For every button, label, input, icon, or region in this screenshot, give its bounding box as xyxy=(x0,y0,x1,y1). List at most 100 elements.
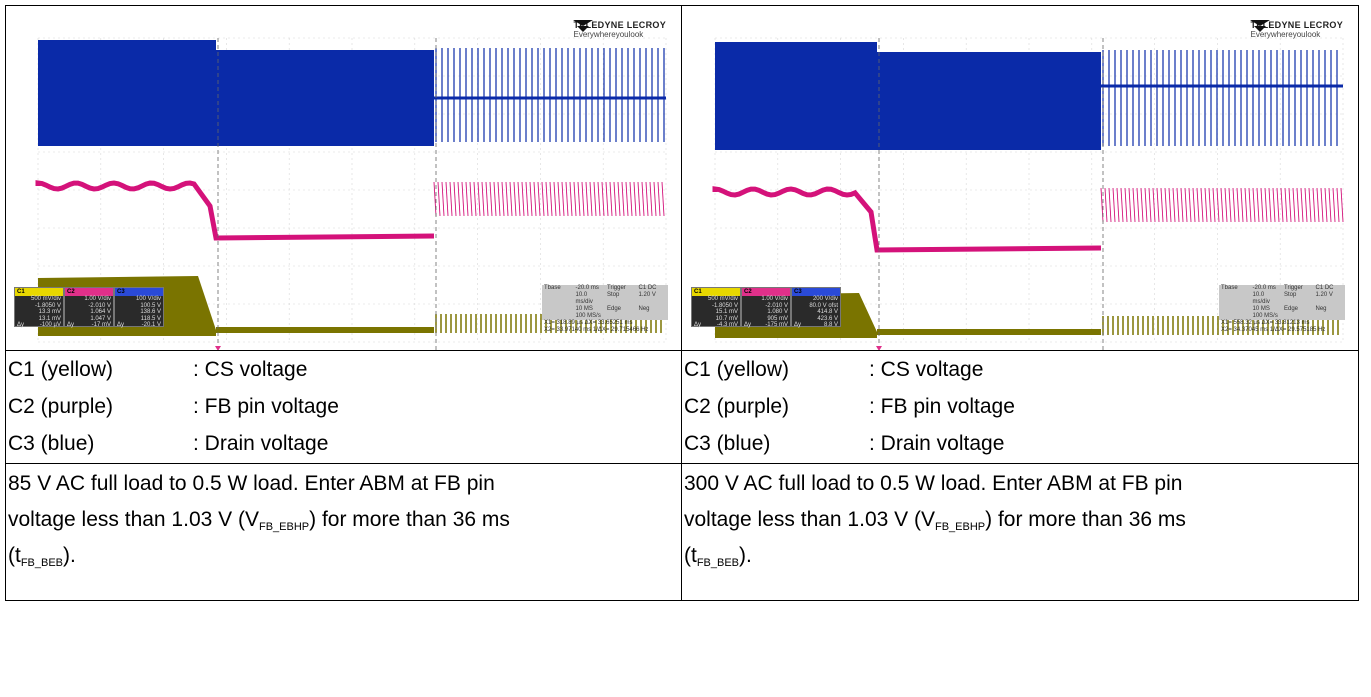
caption-line: voltage less than 1.03 V (VFB_EBHP) for … xyxy=(684,502,1358,538)
c2-burst-ripple xyxy=(1156,187,1160,223)
c2-burst-ripple xyxy=(1192,187,1196,223)
c2-burst-ripple xyxy=(437,181,441,217)
c2-burst-ripple xyxy=(1280,187,1284,223)
channel-row-value: -175 mV xyxy=(765,322,788,329)
c2-burst-ripple xyxy=(593,181,597,217)
c2-burst-ripple xyxy=(493,181,497,217)
channel-row-value: 500 mV/div xyxy=(30,296,61,302)
caption-subscript: FB_EBHP xyxy=(935,521,986,533)
channel-box-c2: C2 1.00 V/div -2.010 V 1.080 V 905 mV Δy -175 … xyxy=(741,287,791,329)
caption-text: (t xyxy=(684,544,697,567)
cursor-x2: X2= 33.97140 ms 1/ΔX= 29.715466 Hz xyxy=(544,327,649,333)
c2-burst-ripple xyxy=(473,181,477,217)
legend-row: C3 (blue): Drain voltage xyxy=(6,425,681,462)
c2-burst-ripple xyxy=(637,181,641,217)
channel-name: C2 xyxy=(65,288,113,296)
c2-burst-ripple xyxy=(605,181,609,217)
c2-burst-ripple xyxy=(541,181,545,217)
c2-burst-ripple xyxy=(1316,187,1320,223)
c2-burst-ripple xyxy=(1220,187,1224,223)
channel-row: 1.047 V xyxy=(65,316,113,323)
c2-burst-ripple xyxy=(1292,187,1296,223)
channel-row-label: Δy xyxy=(17,322,25,329)
channel-box-c1: C1 500 mV/div -1.8050 V 15.1 mV 10.7 mV Δy -4.… xyxy=(691,287,741,329)
tbase-label: Tbase xyxy=(1221,285,1238,291)
tbase-value: -20.0 ms xyxy=(575,285,599,291)
left-caption-cell: 85 V AC full load to 0.5 W load. Enter A… xyxy=(5,463,682,601)
legend-desc: : FB pin voltage xyxy=(193,394,339,418)
left-legend-cell: C1 (yellow): CS voltage C2 (purple): FB … xyxy=(5,350,682,464)
c2-burst-ripple xyxy=(433,181,437,217)
c2-burst-ripple xyxy=(1148,187,1152,223)
channel-row-label: Δy xyxy=(744,322,752,329)
left-oscilloscope-screenshot: TELEDYNE LECROY Everywhereyoulook C1 500 … xyxy=(10,10,676,350)
channel-box-c3: C3 100 V/div 100.5 V 138.6 V 118.5 V Δy -20.1 … xyxy=(114,287,164,328)
c2-burst-ripple xyxy=(1164,187,1168,223)
tbase-value: -20.0 ms xyxy=(1252,285,1276,291)
channel-row-label: Δy xyxy=(794,322,802,329)
channel-row: 15.1 mV xyxy=(692,309,740,316)
c2-burst-ripple xyxy=(1332,187,1336,223)
c2-burst-ripple xyxy=(505,181,509,217)
c2-burst-ripple xyxy=(1288,187,1292,223)
channel-row: Δy -4.3 mV xyxy=(692,322,740,329)
channel-row-value: 200 V/div xyxy=(812,296,838,302)
c2-burst-ripple xyxy=(1136,187,1140,223)
c3-trace-block xyxy=(38,40,216,146)
timebase-div: 10.0 ms/div xyxy=(575,292,593,305)
c3-trace-block xyxy=(216,50,434,146)
c2-burst-ripple xyxy=(1336,187,1340,223)
c2-burst-ripple xyxy=(485,181,489,217)
c2-burst-ripple xyxy=(649,181,653,217)
c2-burst-ripple xyxy=(1312,187,1316,223)
channel-row: -1.8050 V xyxy=(692,303,740,310)
right-scope-cell: TELEDYNE LECROY Everywhereyoulook C1 500 … xyxy=(681,5,1359,351)
caption-text: ). xyxy=(63,544,76,567)
sample-rate: 10 MS 100 MS/s xyxy=(1252,306,1278,319)
c2-burst-ripple xyxy=(1260,187,1264,223)
channel-row: 13.1 mV xyxy=(15,316,63,323)
c2-burst-ripple xyxy=(1284,187,1288,223)
cursor-x2: X2= 34.37045 ms 1/ΔX= 29.575185 Hz xyxy=(1221,327,1326,333)
stop-label: Stop xyxy=(1284,292,1297,298)
channel-row-value: 8.8 V xyxy=(823,322,838,329)
legend-desc: : CS voltage xyxy=(869,357,984,381)
c2-burst-ripple xyxy=(549,181,553,217)
channel-name: C3 xyxy=(792,288,840,296)
legend-row: C3 (blue): Drain voltage xyxy=(682,425,1358,462)
brand-name: TELEDYNE LECROY xyxy=(573,20,666,30)
c2-burst-ripple xyxy=(557,181,561,217)
channel-row: 13.3 mV xyxy=(15,309,63,316)
caption-line: voltage less than 1.03 V (VFB_EBHP) for … xyxy=(8,502,681,538)
channel-row-value: 1.080 V xyxy=(767,309,788,316)
c2-burst-ripple xyxy=(1132,187,1136,223)
c2-burst-ripple xyxy=(1152,187,1156,223)
channel-row-value: 500 mV/div xyxy=(707,296,738,302)
c2-burst-ripple xyxy=(1240,187,1244,223)
channel-row-value: -2.010 V xyxy=(88,302,111,309)
channel-row: 10.7 mV xyxy=(692,316,740,323)
caption-subscript: FB_BEB xyxy=(696,557,740,569)
c2-burst-ripple xyxy=(1140,187,1144,223)
channel-box-c3: C3 200 V/div 80.0 V ofst 414.8 V 423.6 V Δy 8.… xyxy=(791,287,841,329)
channel-row: 1.00 V/div xyxy=(742,296,790,303)
channel-name: C1 xyxy=(15,288,63,296)
brand-tagline: Everywhereyoulook xyxy=(1250,30,1321,39)
teledyne-logo-icon xyxy=(1250,20,1271,32)
c2-burst-ripple xyxy=(1328,187,1332,223)
channel-row: 414.8 V xyxy=(792,309,840,316)
c2-burst-ripple xyxy=(653,181,657,217)
legend-channel: C2 (purple) xyxy=(684,394,790,418)
channel-row-value: 423.6 V xyxy=(817,315,838,322)
right-legend-cell: C1 (yellow): CS voltage C2 (purple): FB … xyxy=(681,350,1359,464)
c2-burst-ripple xyxy=(629,181,633,217)
sample-rate: 10 MS 100 MS/s xyxy=(575,306,601,319)
c2-burst-ripple xyxy=(657,181,661,217)
channel-row: Δy -175 mV xyxy=(742,322,790,329)
channel-row: 118.5 V xyxy=(115,316,163,323)
channel-row: 423.6 V xyxy=(792,316,840,323)
legend-desc: : Drain voltage xyxy=(869,431,1005,455)
edge-value: Neg xyxy=(638,306,650,312)
c2-burst-ripple xyxy=(1296,187,1300,223)
channel-row-value: 905 mV xyxy=(767,315,788,322)
